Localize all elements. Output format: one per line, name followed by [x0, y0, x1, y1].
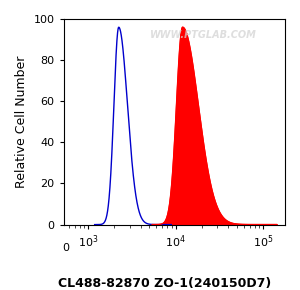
Text: WWW.PTGLAB.COM: WWW.PTGLAB.COM	[150, 30, 256, 40]
Text: CL488-82870 ZO-1(240150D7): CL488-82870 ZO-1(240150D7)	[58, 277, 272, 290]
Y-axis label: Relative Cell Number: Relative Cell Number	[15, 56, 28, 188]
Text: 0: 0	[63, 243, 70, 253]
Polygon shape	[152, 27, 277, 224]
